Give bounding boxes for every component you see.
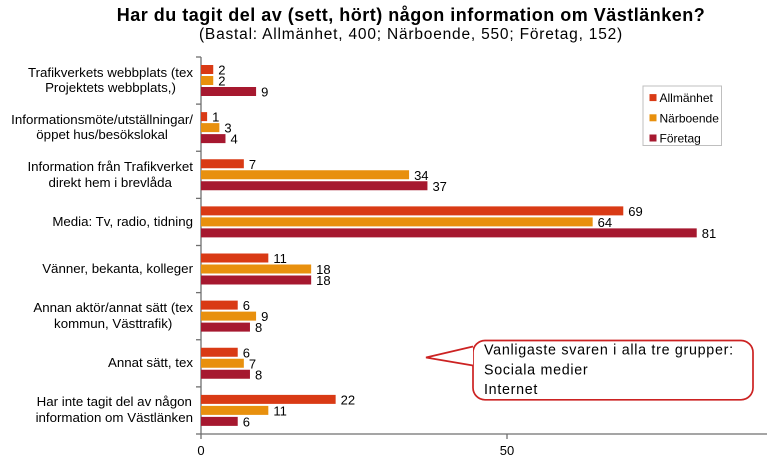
svg-text:6: 6 [243,414,250,429]
svg-text:Närboende: Närboende [660,111,720,125]
svg-text:6: 6 [243,345,250,360]
svg-text:Sociala medier: Sociala medier [484,362,588,378]
svg-text:1: 1 [212,110,219,125]
svg-text:9: 9 [261,309,268,324]
svg-text:3: 3 [224,121,231,136]
svg-text:18: 18 [316,262,330,277]
svg-text:2: 2 [218,74,225,89]
svg-text:Vanligaste svaren i alla tre g: Vanligaste svaren i alla tre grupper: [484,343,734,359]
svg-text:50: 50 [500,443,514,458]
svg-text:37: 37 [432,179,446,194]
svg-text:6: 6 [243,298,250,313]
svg-text:34: 34 [414,168,428,183]
svg-text:7: 7 [249,356,256,371]
svg-text:Allmänhet: Allmänhet [660,91,714,105]
svg-text:9: 9 [261,85,268,100]
svg-text:18: 18 [316,273,330,288]
svg-text:8: 8 [255,320,262,335]
svg-text:11: 11 [273,403,287,418]
svg-text:11: 11 [273,251,287,266]
svg-text:Internet: Internet [484,382,538,398]
svg-text:69: 69 [628,204,642,219]
svg-text:Företag: Företag [660,132,701,146]
svg-text:22: 22 [341,392,355,407]
svg-text:8: 8 [255,367,262,382]
svg-text:0: 0 [197,443,204,458]
svg-text:2: 2 [218,63,225,78]
svg-text:81: 81 [702,226,716,241]
svg-text:64: 64 [598,215,612,230]
svg-text:4: 4 [230,132,237,147]
svg-text:7: 7 [249,157,256,172]
